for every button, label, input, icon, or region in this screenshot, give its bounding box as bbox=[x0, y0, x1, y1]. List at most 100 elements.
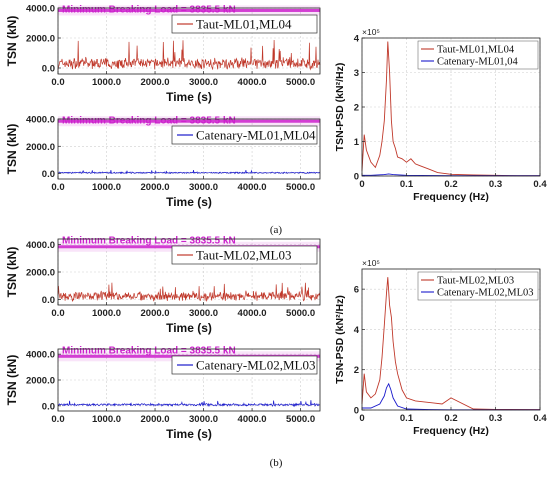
legend-label: Taut-ML01,ML04 bbox=[196, 17, 292, 32]
x-axis-label: Time (s) bbox=[166, 321, 212, 335]
legend-label: Taut-ML01,ML04 bbox=[437, 45, 515, 56]
mbl-annotation: Minimum Breaking Load = 3835.5 kN bbox=[62, 346, 236, 357]
x-tick-label: 5000.0 bbox=[286, 182, 315, 193]
axes-frame bbox=[57, 118, 321, 180]
x-tick-label: 3000.0 bbox=[189, 308, 218, 319]
x-axis-label: Time (s) bbox=[166, 195, 212, 209]
legend-label: Catenary-ML02,ML03 bbox=[437, 288, 534, 299]
y-tick-label: 0.0 bbox=[42, 64, 55, 75]
panel-b_psd: 0 0.1 0.2 0.3 0.4 0 2 4 6 Frequency (Hz) TSN-PSD (… bbox=[334, 258, 547, 437]
x-tick-label: 1000.0 bbox=[92, 182, 121, 193]
x-tick-label: 4000.0 bbox=[238, 308, 267, 319]
series-line-0 bbox=[57, 39, 321, 71]
x-axis-label: Time (s) bbox=[166, 427, 212, 441]
x-tick-label: 0.0 bbox=[51, 182, 64, 193]
legend-box bbox=[171, 245, 318, 265]
x-axis-label: Time (s) bbox=[166, 90, 212, 104]
y-multiplier: ×10⁵ bbox=[362, 27, 380, 37]
y-tick-label: 0.0 bbox=[42, 169, 55, 180]
y-tick-label: 1 bbox=[354, 137, 360, 148]
y-tick-label: 0.0 bbox=[42, 401, 55, 412]
x-tick-label: 5000.0 bbox=[286, 308, 315, 319]
mbl-annotation: Minimum Breaking Load = 3835.5 kN bbox=[62, 5, 236, 16]
x-tick-label: 4000.0 bbox=[238, 182, 267, 193]
x-tick-label: 0.0 bbox=[51, 308, 64, 319]
x-tick-label: 1000.0 bbox=[92, 77, 121, 88]
series-line-0 bbox=[57, 400, 321, 408]
x-tick-label: 3000.0 bbox=[189, 77, 218, 88]
y-axis-label: TSN-PSD (kN²/Hz) bbox=[334, 63, 346, 152]
x-tick-label: 2000.0 bbox=[141, 182, 170, 193]
x-tick-label: 1000.0 bbox=[92, 414, 121, 425]
caption-b: (b) bbox=[270, 457, 283, 469]
x-tick-label: 2000.0 bbox=[141, 414, 170, 425]
y-tick-label: 3 bbox=[354, 68, 359, 79]
y-axis-label: TSN-PSD (kN²/Hz) bbox=[334, 295, 346, 384]
x-tick-label: 2000.0 bbox=[141, 308, 170, 319]
series-line-0 bbox=[57, 169, 321, 175]
x-tick-label: 0 bbox=[359, 413, 364, 424]
panel-a_ts_taut: Minimum Breaking Load = 3835.5 kN 0.0 1000… bbox=[5, 4, 321, 104]
legend-box bbox=[417, 40, 539, 70]
y-multiplier: ×10⁵ bbox=[362, 258, 380, 268]
y-tick-label: 4000.0 bbox=[26, 350, 55, 361]
y-axis-label: TSN (kN) bbox=[5, 124, 19, 175]
panel-a_ts_cat: Minimum Breaking Load = 3835.5 kN 0.0 1000… bbox=[5, 115, 321, 209]
x-tick-label: 0.1 bbox=[400, 179, 414, 190]
x-axis-label: Frequency (Hz) bbox=[413, 425, 489, 437]
mbl-line bbox=[58, 119, 320, 123]
x-tick-label: 0.0 bbox=[51, 77, 64, 88]
caption-a: (a) bbox=[270, 224, 283, 236]
x-tick-label: 0.0 bbox=[51, 414, 64, 425]
series-line-0 bbox=[361, 277, 541, 411]
y-tick-label: 4000.0 bbox=[26, 115, 55, 126]
x-tick-label: 5000.0 bbox=[286, 77, 315, 88]
y-tick-label: 6 bbox=[354, 285, 359, 296]
y-tick-label: 2 bbox=[354, 365, 359, 376]
panel-b_ts_taut: Minimum Breaking Load = 3835.5 kN 0.0 1000… bbox=[5, 236, 321, 335]
x-tick-label: 4000.0 bbox=[238, 77, 267, 88]
x-tick-label: 3000.0 bbox=[189, 414, 218, 425]
x-tick-label: 0.4 bbox=[533, 179, 547, 190]
y-axis-label: TSN (kN) bbox=[5, 247, 19, 298]
y-tick-label: 2000.0 bbox=[26, 268, 55, 279]
x-tick-label: 3000.0 bbox=[189, 182, 218, 193]
y-tick-label: 0 bbox=[354, 406, 359, 417]
mbl-annotation: Minimum Breaking Load = 3835.5 kN bbox=[62, 116, 236, 127]
x-tick-label: 0 bbox=[359, 179, 364, 190]
legend-label: Taut-ML02,ML03 bbox=[437, 276, 514, 287]
axes-frame bbox=[57, 7, 321, 75]
legend-label: Catenary-ML01,04 bbox=[437, 57, 519, 68]
legend-box bbox=[417, 271, 539, 301]
legend-label: Catenary-ML02,ML03 bbox=[196, 358, 316, 373]
y-tick-label: 2 bbox=[354, 103, 359, 114]
x-tick-label: 2000.0 bbox=[141, 77, 170, 88]
legend-box bbox=[171, 14, 318, 34]
mbl-annotation: Minimum Breaking Load = 3835.5 kN bbox=[62, 236, 236, 247]
legend-label: Catenary-ML01,ML04 bbox=[196, 128, 316, 143]
x-tick-label: 0.1 bbox=[400, 413, 414, 424]
y-tick-label: 4000.0 bbox=[26, 240, 55, 251]
legend-label: Taut-ML02,ML03 bbox=[196, 248, 292, 263]
y-axis-label: TSN (kN) bbox=[5, 355, 19, 406]
panel-a_psd: 0 0.1 0.2 0.3 0.4 0 1 2 3 4 Frequency (Hz) TSN-PSD … bbox=[334, 27, 547, 203]
legend-box bbox=[171, 355, 318, 375]
y-tick-label: 4 bbox=[354, 325, 360, 336]
mbl-band bbox=[58, 5, 320, 16]
y-tick-label: 0 bbox=[354, 172, 359, 183]
x-tick-label: 1000.0 bbox=[92, 308, 121, 319]
y-tick-label: 2000.0 bbox=[26, 376, 55, 387]
x-tick-label: 0.2 bbox=[444, 413, 457, 424]
y-tick-label: 0.0 bbox=[42, 295, 55, 306]
x-tick-label: 0.3 bbox=[489, 179, 502, 190]
y-tick-label: 4000.0 bbox=[26, 4, 55, 15]
series-line-0 bbox=[361, 41, 540, 177]
mbl-band bbox=[58, 116, 320, 127]
panel-b_ts_cat: Minimum Breaking Load = 3835.5 kN 0.0 1000… bbox=[5, 346, 321, 441]
x-tick-label: 0.3 bbox=[489, 413, 502, 424]
x-tick-label: 5000.0 bbox=[286, 414, 315, 425]
x-axis-label: Frequency (Hz) bbox=[413, 191, 489, 203]
series-line-0 bbox=[57, 282, 321, 302]
y-tick-label: 2000.0 bbox=[26, 142, 55, 153]
